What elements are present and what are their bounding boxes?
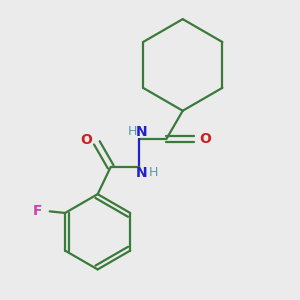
Text: N: N	[136, 125, 148, 139]
Text: F: F	[33, 204, 42, 218]
Text: N: N	[136, 166, 148, 180]
Text: O: O	[80, 133, 92, 146]
Text: H: H	[128, 125, 137, 138]
Text: O: O	[199, 132, 211, 146]
Text: H: H	[148, 166, 158, 179]
